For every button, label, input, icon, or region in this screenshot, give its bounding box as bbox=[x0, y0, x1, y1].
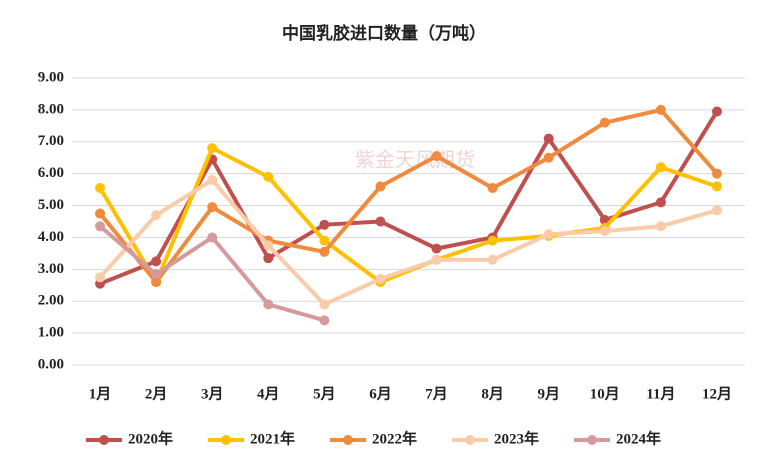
legend-label: 2023年 bbox=[494, 429, 539, 447]
point bbox=[487, 235, 498, 246]
point bbox=[375, 181, 386, 192]
point bbox=[711, 205, 722, 216]
point bbox=[375, 273, 386, 284]
legend-marker bbox=[99, 435, 109, 445]
x-tick-label: 10月 bbox=[590, 385, 620, 402]
legend-label: 2021年 bbox=[250, 429, 295, 447]
watermark: 紫金天风期货 bbox=[355, 149, 475, 172]
point bbox=[711, 106, 722, 117]
x-tick-label: 11月 bbox=[646, 385, 675, 402]
point bbox=[711, 181, 722, 192]
point bbox=[375, 216, 386, 227]
chart-title: 中国乳胶进口数量（万吨） bbox=[282, 23, 486, 43]
point bbox=[319, 299, 330, 310]
point bbox=[207, 232, 218, 243]
x-tick-label: 8月 bbox=[481, 385, 504, 402]
point bbox=[319, 235, 330, 246]
point bbox=[599, 117, 610, 128]
y-tick-label: 6.00 bbox=[38, 165, 64, 181]
point bbox=[207, 202, 218, 213]
point bbox=[543, 152, 554, 163]
point bbox=[319, 219, 330, 230]
y-tick-label: 1.00 bbox=[38, 325, 64, 341]
point bbox=[487, 254, 498, 265]
point bbox=[95, 208, 106, 219]
y-tick-label: 7.00 bbox=[38, 133, 64, 149]
x-tick-label: 5月 bbox=[313, 385, 336, 402]
point bbox=[431, 151, 442, 162]
point bbox=[655, 221, 666, 232]
point bbox=[655, 104, 666, 115]
point bbox=[151, 210, 162, 221]
point bbox=[207, 175, 218, 186]
point bbox=[207, 143, 218, 154]
point bbox=[95, 183, 106, 194]
point bbox=[263, 240, 274, 251]
point bbox=[655, 197, 666, 208]
y-tick-label: 2.00 bbox=[38, 293, 64, 309]
point bbox=[151, 269, 162, 280]
point bbox=[487, 183, 498, 194]
x-tick-label: 9月 bbox=[537, 385, 560, 402]
point bbox=[95, 272, 106, 283]
y-tick-label: 5.00 bbox=[38, 197, 64, 213]
legend-marker bbox=[465, 435, 475, 445]
legend-label: 2020年 bbox=[128, 429, 173, 447]
x-tick-label: 12月 bbox=[702, 385, 732, 402]
y-tick-label: 8.00 bbox=[38, 101, 64, 117]
point bbox=[319, 315, 330, 326]
legend-label: 2024年 bbox=[616, 429, 661, 447]
x-tick-label: 2月 bbox=[145, 385, 168, 402]
legend-marker bbox=[343, 435, 353, 445]
point bbox=[263, 171, 274, 182]
series-line bbox=[98, 107, 719, 285]
y-tick-label: 9.00 bbox=[38, 69, 64, 85]
point bbox=[599, 226, 610, 237]
point bbox=[711, 168, 722, 179]
point bbox=[543, 133, 554, 144]
y-tick-label: 4.00 bbox=[38, 229, 64, 245]
legend-marker bbox=[221, 435, 231, 445]
x-tick-label: 4月 bbox=[257, 385, 280, 402]
point bbox=[151, 277, 162, 288]
point bbox=[543, 229, 554, 240]
point bbox=[263, 299, 274, 310]
legend-marker bbox=[587, 435, 597, 445]
point bbox=[95, 221, 106, 232]
point bbox=[431, 254, 442, 265]
x-tick-label: 7月 bbox=[425, 385, 448, 402]
point bbox=[655, 162, 666, 173]
point bbox=[263, 253, 274, 264]
y-tick-label: 3.00 bbox=[38, 261, 64, 277]
y-tick-label: 0.00 bbox=[38, 356, 64, 372]
point bbox=[431, 243, 442, 254]
point bbox=[319, 246, 330, 257]
x-tick-label: 3月 bbox=[201, 385, 224, 402]
series-line bbox=[98, 178, 718, 307]
x-tick-label: 6月 bbox=[369, 385, 392, 402]
x-tick-label: 1月 bbox=[89, 385, 112, 402]
legend-label: 2022年 bbox=[372, 429, 417, 447]
point bbox=[151, 256, 162, 267]
